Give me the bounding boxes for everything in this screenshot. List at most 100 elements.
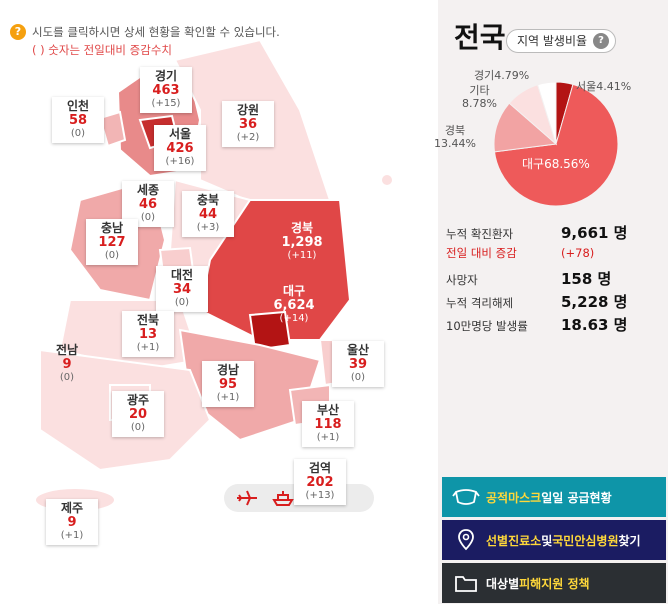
pie-label-gb-name: 경북 bbox=[444, 124, 466, 137]
stat-daily-change: 전일 대비 증감 (+78) bbox=[446, 245, 656, 268]
region-count: 426 bbox=[166, 141, 194, 156]
help-box: ? 시도를 클릭하시면 상세 현황을 확인할 수 있습니다. ( ) 숫자는 전… bbox=[10, 24, 280, 58]
region-name: 부산 bbox=[316, 403, 340, 417]
region-delta: (0) bbox=[174, 297, 190, 308]
region-label-gyeongbuk[interactable]: 경북 1,298 (+11) bbox=[276, 219, 328, 265]
stat-value: 5,228 명 bbox=[561, 293, 628, 311]
region-name: 강원 bbox=[236, 103, 260, 117]
region-name: 인천 bbox=[66, 99, 90, 113]
stat-confirmed: 누적 확진환자 9,661 명 bbox=[446, 222, 656, 245]
region-count: 1,298 bbox=[281, 235, 323, 250]
region-label-gyeonggi[interactable]: 경기 463 (+15) bbox=[140, 67, 192, 113]
region-label-daegu[interactable]: 대구 6,624 (+14) bbox=[268, 282, 320, 328]
clinic-label-b: 및 bbox=[541, 533, 553, 548]
ship-icon[interactable] bbox=[270, 487, 296, 509]
region-count: 36 bbox=[238, 117, 258, 132]
region-count: 9 bbox=[62, 357, 72, 372]
pie-label-etc: 기타 8.78% bbox=[462, 84, 497, 110]
region-count: 34 bbox=[172, 282, 192, 297]
stat-key: 사망자 bbox=[446, 273, 478, 287]
region-label-gangwon[interactable]: 강원 36 (+2) bbox=[222, 101, 274, 147]
national-stats: 누적 확진환자 9,661 명 전일 대비 증감 (+78) 사망자 158 명… bbox=[446, 222, 656, 337]
stat-deaths: 사망자 158 명 bbox=[446, 268, 656, 291]
help-text: 시도를 클릭하시면 상세 현황을 확인할 수 있습니다. bbox=[32, 25, 280, 39]
stat-value: (+78) bbox=[561, 246, 595, 260]
region-count: 95 bbox=[218, 377, 238, 392]
ratio-button-label: 지역 발생비율 bbox=[517, 34, 588, 48]
pie-label-gyeonggi: 경기4.79% bbox=[474, 69, 530, 82]
region-count: 46 bbox=[138, 197, 158, 212]
region-label-chungnam[interactable]: 충남 127 (0) bbox=[86, 219, 138, 265]
stat-released: 누적 격리해제 5,228 명 bbox=[446, 291, 656, 314]
region-delta: (0) bbox=[350, 372, 366, 383]
region-name: 경북 bbox=[290, 221, 314, 235]
region-count: 463 bbox=[152, 83, 180, 98]
region-count: 13 bbox=[138, 327, 158, 342]
clinic-label-d: 찾기 bbox=[618, 533, 641, 548]
region-shape-daegu[interactable] bbox=[248, 310, 292, 352]
region-delta: (+3) bbox=[196, 222, 220, 233]
region-label-jeonbuk[interactable]: 전북 13 (+1) bbox=[122, 311, 174, 357]
region-label-busan[interactable]: 부산 118 (+1) bbox=[302, 401, 354, 447]
region-count: 58 bbox=[68, 113, 88, 128]
region-delta: (0) bbox=[130, 422, 146, 433]
region-delta: (0) bbox=[59, 372, 75, 383]
region-delta: (0) bbox=[140, 212, 156, 223]
region-label-jeonnam[interactable]: 전남 9 (0) bbox=[41, 341, 93, 387]
region-name: 제주 bbox=[60, 501, 84, 515]
region-label-jeju[interactable]: 제주 9 (+1) bbox=[46, 499, 98, 545]
region-delta: (+15) bbox=[151, 98, 181, 109]
region-label-quarantine[interactable]: 검역 202 (+13) bbox=[294, 459, 346, 505]
clinic-finder-button[interactable]: 선별진료소 및 국민안심병원 찾기 bbox=[442, 520, 666, 560]
stat-value: 18.63 명 bbox=[561, 316, 628, 334]
pie-svg bbox=[493, 81, 619, 207]
support-label-b: 피해지원 정책 bbox=[519, 576, 590, 591]
region-label-daejeon[interactable]: 대전 34 (0) bbox=[156, 266, 208, 312]
mask-label-b: 일일 공급현황 bbox=[541, 490, 612, 505]
airplane-icon[interactable] bbox=[234, 487, 260, 509]
region-delta: (+2) bbox=[236, 132, 260, 143]
region-count: 118 bbox=[314, 417, 342, 432]
support-label-a: 대상별 bbox=[486, 576, 520, 591]
mask-label-a: 공적마스크 bbox=[486, 490, 542, 505]
clinic-label-c: 국민안심병원 bbox=[552, 533, 619, 548]
region-count: 20 bbox=[128, 407, 148, 422]
region-delta: (+1) bbox=[60, 530, 84, 541]
help-note: ( ) 숫자는 전일대비 증감수치 bbox=[32, 43, 172, 57]
region-label-seoul[interactable]: 서울 426 (+16) bbox=[154, 125, 206, 171]
region-delta: (+11) bbox=[287, 250, 317, 261]
mask-supply-button[interactable]: 공적마스크 일일 공급현황 bbox=[442, 477, 666, 517]
region-shape-incheon[interactable] bbox=[98, 110, 127, 148]
region-label-ulsan[interactable]: 울산 39 (0) bbox=[332, 341, 384, 387]
korea-map: ? 시도를 클릭하시면 상세 현황을 확인할 수 있습니다. ( ) 숫자는 전… bbox=[10, 24, 392, 545]
support-policy-button[interactable]: 대상별 피해지원 정책 bbox=[442, 563, 666, 603]
pie-label-gyeongbuk: 경북 13.44% bbox=[434, 124, 476, 150]
region-label-gwangju[interactable]: 광주 20 (0) bbox=[112, 391, 164, 437]
pie-label-gb-value: 13.44% bbox=[434, 137, 476, 150]
region-name: 광주 bbox=[126, 393, 150, 407]
region-name: 경남 bbox=[216, 363, 240, 377]
region-label-gyeongnam[interactable]: 경남 95 (+1) bbox=[202, 361, 254, 407]
stat-incidence: 10만명당 발생률 18.63 명 bbox=[446, 314, 656, 337]
stat-value: 158 명 bbox=[561, 270, 612, 288]
region-name: 충남 bbox=[100, 221, 124, 235]
region-count: 6,624 bbox=[273, 298, 315, 313]
stat-value: 9,661 명 bbox=[561, 224, 628, 242]
region-name: 충북 bbox=[196, 193, 220, 207]
region-label-incheon[interactable]: 인천 58 (0) bbox=[52, 97, 104, 143]
region-label-chungbuk[interactable]: 충북 44 (+3) bbox=[182, 191, 234, 237]
region-delta: (0) bbox=[70, 128, 86, 139]
region-count: 44 bbox=[198, 207, 218, 222]
island-dot bbox=[382, 175, 392, 185]
region-delta: (+1) bbox=[136, 342, 160, 353]
clinic-label-a: 선별진료소 bbox=[486, 533, 542, 548]
region-name: 울산 bbox=[346, 343, 370, 357]
stat-key: 전일 대비 증감 bbox=[446, 246, 517, 260]
region-ratio-button[interactable]: 지역 발생비율 ? bbox=[506, 29, 617, 53]
pie-slice-대구 bbox=[493, 83, 619, 207]
region-delta: (+1) bbox=[316, 432, 340, 443]
region-delta: (+1) bbox=[216, 392, 240, 403]
question-icon: ? bbox=[593, 33, 610, 49]
region-name: 세종 bbox=[136, 183, 160, 197]
region-delta: (+16) bbox=[165, 156, 195, 167]
